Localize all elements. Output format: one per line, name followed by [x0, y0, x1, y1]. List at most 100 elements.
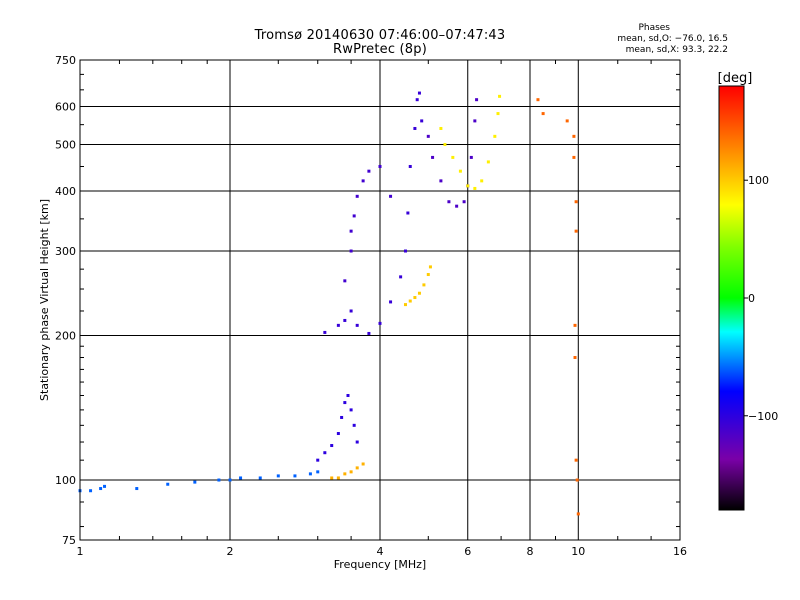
y-tick-label: 75: [62, 534, 76, 547]
data-point: [352, 214, 356, 218]
x-tick-label: 8: [527, 545, 534, 558]
data-point: [389, 194, 393, 198]
data-point: [336, 476, 340, 480]
data-point: [399, 275, 403, 279]
colorbar-tick-label: 0: [748, 292, 755, 305]
data-point: [413, 296, 417, 300]
data-point: [573, 323, 577, 327]
data-point: [135, 487, 139, 491]
data-point: [428, 265, 432, 269]
data-point: [349, 309, 353, 313]
data-point: [469, 155, 473, 159]
colorbar-tick-label: 100: [748, 174, 769, 187]
data-point: [408, 164, 412, 168]
data-point: [415, 98, 419, 102]
data-point: [413, 126, 417, 130]
data-point: [451, 155, 455, 159]
data-point: [576, 512, 580, 516]
data-point: [361, 179, 365, 183]
data-point: [426, 273, 430, 277]
data-point: [443, 143, 447, 147]
x-tick-label: 2: [227, 545, 234, 558]
colorbar-label: [deg]: [718, 71, 753, 86]
data-point: [473, 119, 477, 123]
data-point: [426, 134, 430, 138]
y-tick-label: 400: [55, 185, 76, 198]
data-point: [103, 484, 107, 488]
data-point: [343, 401, 347, 405]
data-point: [406, 211, 410, 215]
data-point: [475, 98, 479, 102]
data-point: [431, 155, 435, 159]
y-tick-label: 300: [55, 245, 76, 258]
data-point: [575, 478, 579, 482]
data-point: [355, 466, 359, 470]
data-point: [352, 423, 356, 427]
y-axis-label: Stationary phase Virtual Height [km]: [38, 199, 51, 401]
data-point: [355, 323, 359, 327]
data-point: [361, 462, 365, 466]
data-point: [473, 186, 477, 190]
data-point: [355, 194, 359, 198]
data-point: [217, 478, 221, 482]
phases-o-stats: mean, sd,O: −76.0, 16.5: [617, 34, 728, 44]
data-point: [293, 474, 297, 478]
data-point: [349, 249, 353, 253]
data-point: [340, 415, 344, 419]
data-point: [367, 331, 371, 335]
data-point: [572, 155, 576, 159]
data-point: [447, 200, 451, 204]
data-point: [408, 299, 412, 303]
data-point: [276, 474, 280, 478]
data-point: [574, 200, 578, 204]
data-point: [498, 94, 502, 98]
y-tick-label: 500: [55, 139, 76, 152]
data-point: [99, 487, 103, 491]
data-point: [417, 291, 421, 295]
data-point: [496, 112, 500, 116]
data-point: [378, 164, 382, 168]
data-point: [541, 112, 545, 116]
data-point: [349, 470, 353, 474]
y-tick-label: 200: [55, 330, 76, 343]
data-point: [493, 134, 497, 138]
data-point: [346, 394, 350, 398]
colorbar-tick-label: −100: [748, 410, 778, 423]
data-point: [403, 303, 407, 307]
data-point: [574, 229, 578, 233]
phases-title: Phases: [638, 23, 670, 33]
x-tick-label: 4: [377, 545, 384, 558]
data-point: [193, 480, 197, 484]
data-point: [355, 440, 359, 444]
data-point: [316, 458, 320, 462]
data-point: [572, 134, 576, 138]
x-axis-label: Frequency [MHz]: [334, 558, 426, 571]
chart-title: Tromsø 20140630 07:46:00–07:47:43: [254, 28, 506, 43]
data-point: [458, 169, 462, 173]
data-point: [308, 472, 312, 476]
data-point: [349, 229, 353, 233]
data-point: [480, 179, 484, 183]
data-point: [367, 169, 371, 173]
x-tick-label: 16: [673, 545, 687, 558]
data-point: [439, 126, 443, 130]
data-point: [343, 472, 347, 476]
x-tick-label: 10: [571, 545, 585, 558]
data-point: [420, 119, 424, 123]
y-tick-label: 600: [55, 101, 76, 114]
data-point: [166, 482, 170, 486]
data-point: [343, 279, 347, 283]
data-point: [422, 283, 426, 287]
phases-x-stats: mean, sd,X: 93.3, 22.2: [625, 45, 728, 55]
data-point: [349, 408, 353, 412]
y-tick-label: 100: [55, 474, 76, 487]
data-point: [336, 432, 340, 436]
data-point: [330, 476, 334, 480]
data-point: [486, 160, 490, 164]
data-point: [417, 91, 421, 95]
data-point: [403, 249, 407, 253]
data-point: [565, 119, 569, 123]
data-point: [228, 478, 232, 482]
plot-frame: [79, 59, 681, 541]
